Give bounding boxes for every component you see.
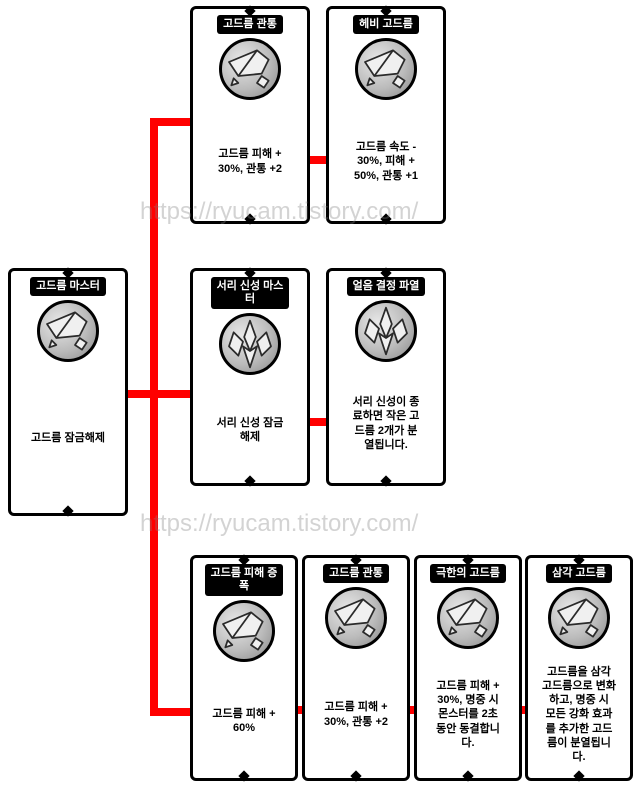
skill-card-desc: 고드름 피해 + 30%, 관통 +2	[216, 145, 284, 178]
skill-card-r2a[interactable]: 서리 신성 마스 터서리 신성 잠금 해제	[190, 268, 310, 486]
skill-card-desc: 고드름 피해 + 60%	[210, 705, 277, 738]
skill-card-r1b[interactable]: 헤비 고드름고드름 속도 - 30%, 피해 + 50%, 관통 +1	[326, 6, 446, 224]
skill-card-desc: 고드름 피해 + 30%, 관통 +2	[322, 698, 390, 731]
shard-icon	[37, 300, 99, 362]
skill-card-title: 고드름 피해 증 폭	[205, 564, 284, 596]
tree-connector	[150, 708, 194, 716]
skill-card-title: 고드름 관통	[323, 564, 389, 583]
skill-card-desc: 고드름을 삼각 고드름으로 변화 하고, 명중 시 모든 강화 효과 를 추가한…	[540, 663, 618, 767]
skill-card-desc: 고드름 잠금해제	[29, 429, 107, 447]
shard-icon	[355, 38, 417, 100]
skill-card-title: 헤비 고드름	[353, 15, 419, 34]
skill-card-r2b[interactable]: 얼음 결정 파열서리 신성이 종 료하면 작은 고 드름 2개가 분 열됩니다.	[326, 268, 446, 486]
crystal-icon	[219, 313, 281, 375]
skill-card-title: 얼음 결정 파열	[347, 277, 426, 296]
skill-card-r3b[interactable]: 고드름 관통고드름 피해 + 30%, 관통 +2	[302, 555, 410, 781]
tree-connector	[150, 118, 194, 126]
skill-card-desc: 고드름 피해 + 30%, 명중 시 몬스터를 2초 동안 동결합니 다.	[434, 677, 502, 752]
skill-card-desc: 고드름 속도 - 30%, 피해 + 50%, 관통 +1	[352, 138, 420, 185]
tree-connector	[128, 390, 194, 398]
skill-card-desc: 서리 신성이 종 료하면 작은 고 드름 2개가 분 열됩니다.	[351, 393, 422, 454]
skill-card-title: 고드름 마스터	[30, 277, 106, 296]
tree-connector	[150, 118, 158, 398]
shard-icon	[219, 38, 281, 100]
skill-card-title: 극한의 고드름	[430, 564, 506, 583]
crystal-icon	[355, 300, 417, 362]
skill-card-r3a[interactable]: 고드름 피해 증 폭고드름 피해 + 60%	[190, 555, 298, 781]
skill-card-title: 삼각 고드름	[546, 564, 612, 583]
skill-card-r1a[interactable]: 고드름 관통고드름 피해 + 30%, 관통 +2	[190, 6, 310, 224]
shard-icon	[213, 600, 275, 662]
tree-connector	[150, 390, 158, 716]
skill-card-desc: 서리 신성 잠금 해제	[215, 414, 286, 447]
skill-card-root[interactable]: 고드름 마스터고드름 잠금해제	[8, 268, 128, 516]
skill-card-r3d[interactable]: 삼각 고드름고드름을 삼각 고드름으로 변화 하고, 명중 시 모든 강화 효과…	[525, 555, 633, 781]
watermark-text: https://ryucam.tistory.com/	[140, 510, 418, 538]
shard-icon	[437, 587, 499, 649]
skill-card-title: 고드름 관통	[217, 15, 283, 34]
shard-icon	[325, 587, 387, 649]
skill-card-r3c[interactable]: 극한의 고드름고드름 피해 + 30%, 명중 시 몬스터를 2초 동안 동결합…	[414, 555, 522, 781]
shard-icon	[548, 587, 610, 649]
skill-card-title: 서리 신성 마스 터	[211, 277, 290, 309]
